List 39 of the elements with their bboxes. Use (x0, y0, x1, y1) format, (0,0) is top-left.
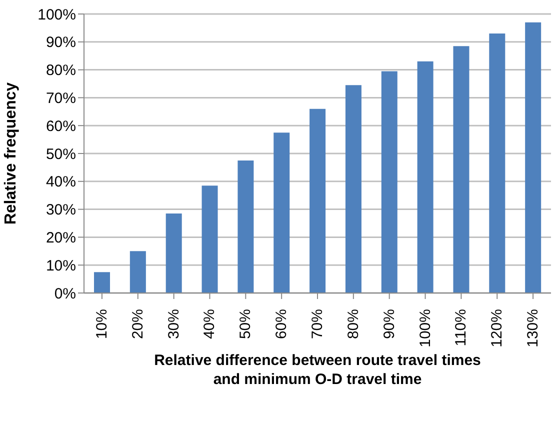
bar (166, 213, 182, 293)
bar (489, 34, 506, 293)
bar (453, 46, 470, 293)
x-tick-label: 20% (129, 309, 146, 340)
x-axis-title: Relative difference between route travel times and minimum O-D travel time (154, 352, 481, 388)
bar (525, 22, 542, 293)
y-tick-label: 100% (38, 6, 76, 24)
x-tick-label: 40% (201, 309, 218, 340)
bar (238, 160, 254, 293)
x-tick-label: 60% (273, 309, 290, 340)
y-tick-label: 0% (54, 285, 76, 302)
y-tick-label: 10% (46, 257, 76, 274)
y-tick-label: 40% (46, 174, 76, 191)
x-tick-label: 100% (416, 309, 434, 348)
bar (202, 186, 218, 293)
x-tick-label: 10% (93, 309, 110, 340)
x-tick-label: 120% (488, 309, 506, 348)
y-tick-label: 70% (46, 90, 76, 108)
bar (417, 61, 434, 293)
bar (274, 132, 290, 293)
y-axis-title: Relative frequency (2, 82, 20, 225)
x-tick-label: 70% (309, 309, 326, 340)
x-tick-label: 50% (237, 309, 254, 340)
x-tick-label: 30% (165, 309, 182, 340)
x-tick-label: 130% (524, 309, 542, 348)
bar (130, 251, 146, 293)
bar (381, 71, 398, 293)
y-tick-label: 50% (46, 146, 76, 163)
bar (94, 272, 110, 293)
x-tick-label: 110% (452, 309, 470, 346)
y-tick-label: 80% (46, 62, 76, 80)
y-tick-label: 60% (46, 118, 76, 135)
x-tick-label: 90% (380, 309, 398, 340)
y-tick-label: 30% (46, 202, 76, 219)
bar (310, 108, 326, 293)
x-tick-label: 80% (344, 309, 362, 340)
bar (345, 85, 362, 293)
y-tick-label: 20% (46, 230, 76, 247)
y-tick-label: 90% (46, 34, 76, 52)
